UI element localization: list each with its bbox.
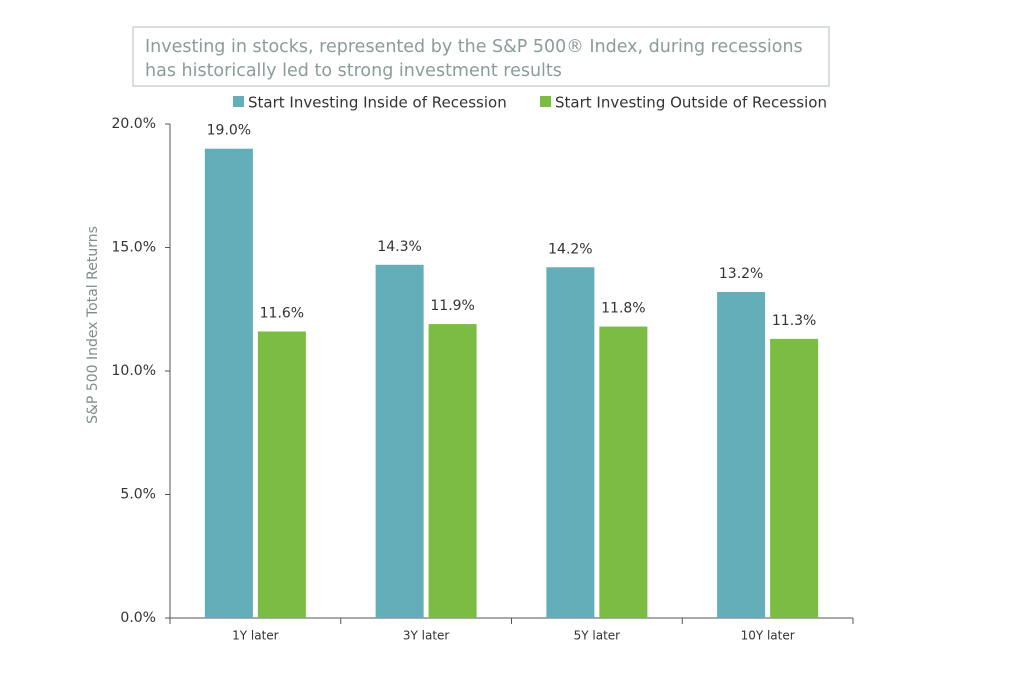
value-label: 11.9% bbox=[430, 298, 474, 314]
y-tick-label: 15.0% bbox=[112, 240, 156, 256]
legend-label: Start Investing Outside of Recession bbox=[555, 94, 827, 112]
chart-title: has historically led to strong investmen… bbox=[145, 61, 562, 81]
x-tick-label: 5Y later bbox=[574, 629, 621, 643]
value-label: 11.6% bbox=[260, 305, 304, 321]
value-label: 11.3% bbox=[772, 313, 816, 329]
bar bbox=[257, 331, 306, 618]
value-label: 13.2% bbox=[719, 266, 763, 282]
bar bbox=[375, 264, 424, 618]
chart-title: Investing in stocks, represented by the … bbox=[145, 37, 803, 57]
bar bbox=[204, 148, 253, 618]
x-tick-label: 10Y later bbox=[741, 629, 795, 643]
bar bbox=[599, 326, 648, 618]
legend-swatch bbox=[540, 96, 551, 107]
value-label: 14.3% bbox=[377, 239, 421, 255]
x-tick-label: 1Y later bbox=[232, 629, 279, 643]
legend-swatch bbox=[233, 96, 244, 107]
bar bbox=[546, 267, 595, 618]
title-box bbox=[132, 26, 830, 87]
legend-label: Start Investing Inside of Recession bbox=[248, 94, 507, 112]
y-tick-label: 5.0% bbox=[120, 487, 156, 503]
y-axis-label: S&P 500 Index Total Returns bbox=[85, 226, 101, 424]
y-tick-label: 20.0% bbox=[112, 116, 156, 132]
bar bbox=[428, 324, 477, 618]
y-tick-label: 0.0% bbox=[120, 610, 156, 626]
bar bbox=[717, 291, 766, 618]
y-tick-label: 10.0% bbox=[112, 363, 156, 379]
x-tick-label: 3Y later bbox=[403, 629, 450, 643]
value-label: 11.8% bbox=[601, 301, 645, 317]
value-label: 19.0% bbox=[207, 123, 251, 139]
bar bbox=[770, 338, 819, 618]
value-label: 14.2% bbox=[548, 241, 592, 257]
